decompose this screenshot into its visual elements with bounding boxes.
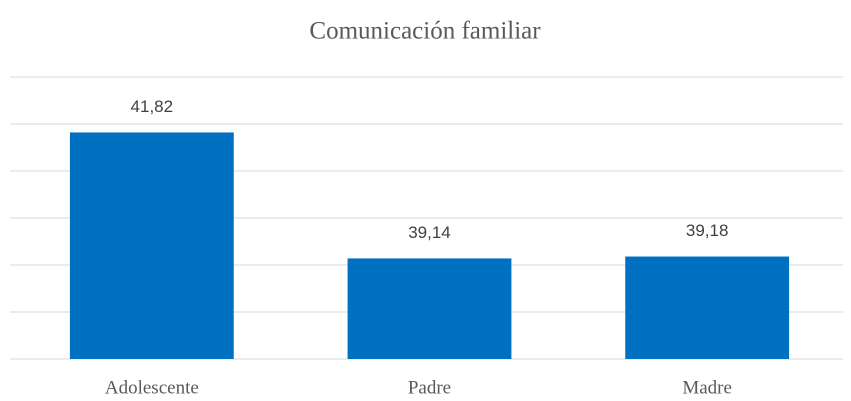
value-label: 39,14	[408, 223, 451, 242]
value-label: 39,18	[686, 221, 729, 240]
x-tick-label: Padre	[408, 377, 451, 398]
bar	[347, 258, 512, 359]
value-label: 41,82	[131, 97, 174, 116]
chart-title: Comunicación familiar	[309, 18, 541, 45]
bar	[625, 256, 790, 359]
x-tick-label: Madre	[682, 377, 732, 398]
bar	[69, 132, 234, 359]
x-tick-label: Adolescente	[105, 377, 199, 398]
